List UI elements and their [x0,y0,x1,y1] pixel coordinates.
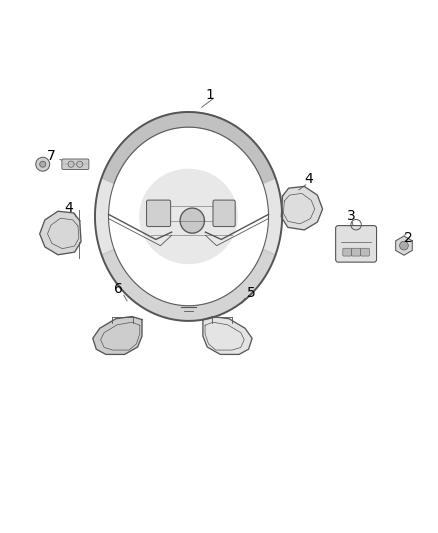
FancyBboxPatch shape [147,200,171,227]
Text: 1: 1 [206,87,215,102]
Circle shape [36,157,49,171]
Text: 4: 4 [64,201,73,215]
FancyBboxPatch shape [213,200,235,227]
FancyBboxPatch shape [352,248,360,256]
Polygon shape [102,112,276,183]
Polygon shape [396,236,412,255]
FancyBboxPatch shape [360,248,369,256]
Text: 7: 7 [47,149,56,163]
Text: 6: 6 [113,282,123,296]
Polygon shape [180,208,205,233]
Polygon shape [93,317,142,354]
Polygon shape [140,169,237,263]
Polygon shape [102,249,276,321]
Circle shape [399,241,408,250]
Polygon shape [281,187,322,230]
Text: 4: 4 [304,173,313,187]
Polygon shape [263,178,282,255]
FancyBboxPatch shape [336,225,377,262]
Polygon shape [40,211,81,255]
FancyBboxPatch shape [62,159,89,169]
Polygon shape [95,178,114,255]
FancyBboxPatch shape [343,248,352,256]
Text: 2: 2 [404,231,413,245]
Text: 3: 3 [347,209,356,223]
Polygon shape [203,317,252,354]
Text: 5: 5 [247,286,256,300]
Circle shape [40,161,46,167]
